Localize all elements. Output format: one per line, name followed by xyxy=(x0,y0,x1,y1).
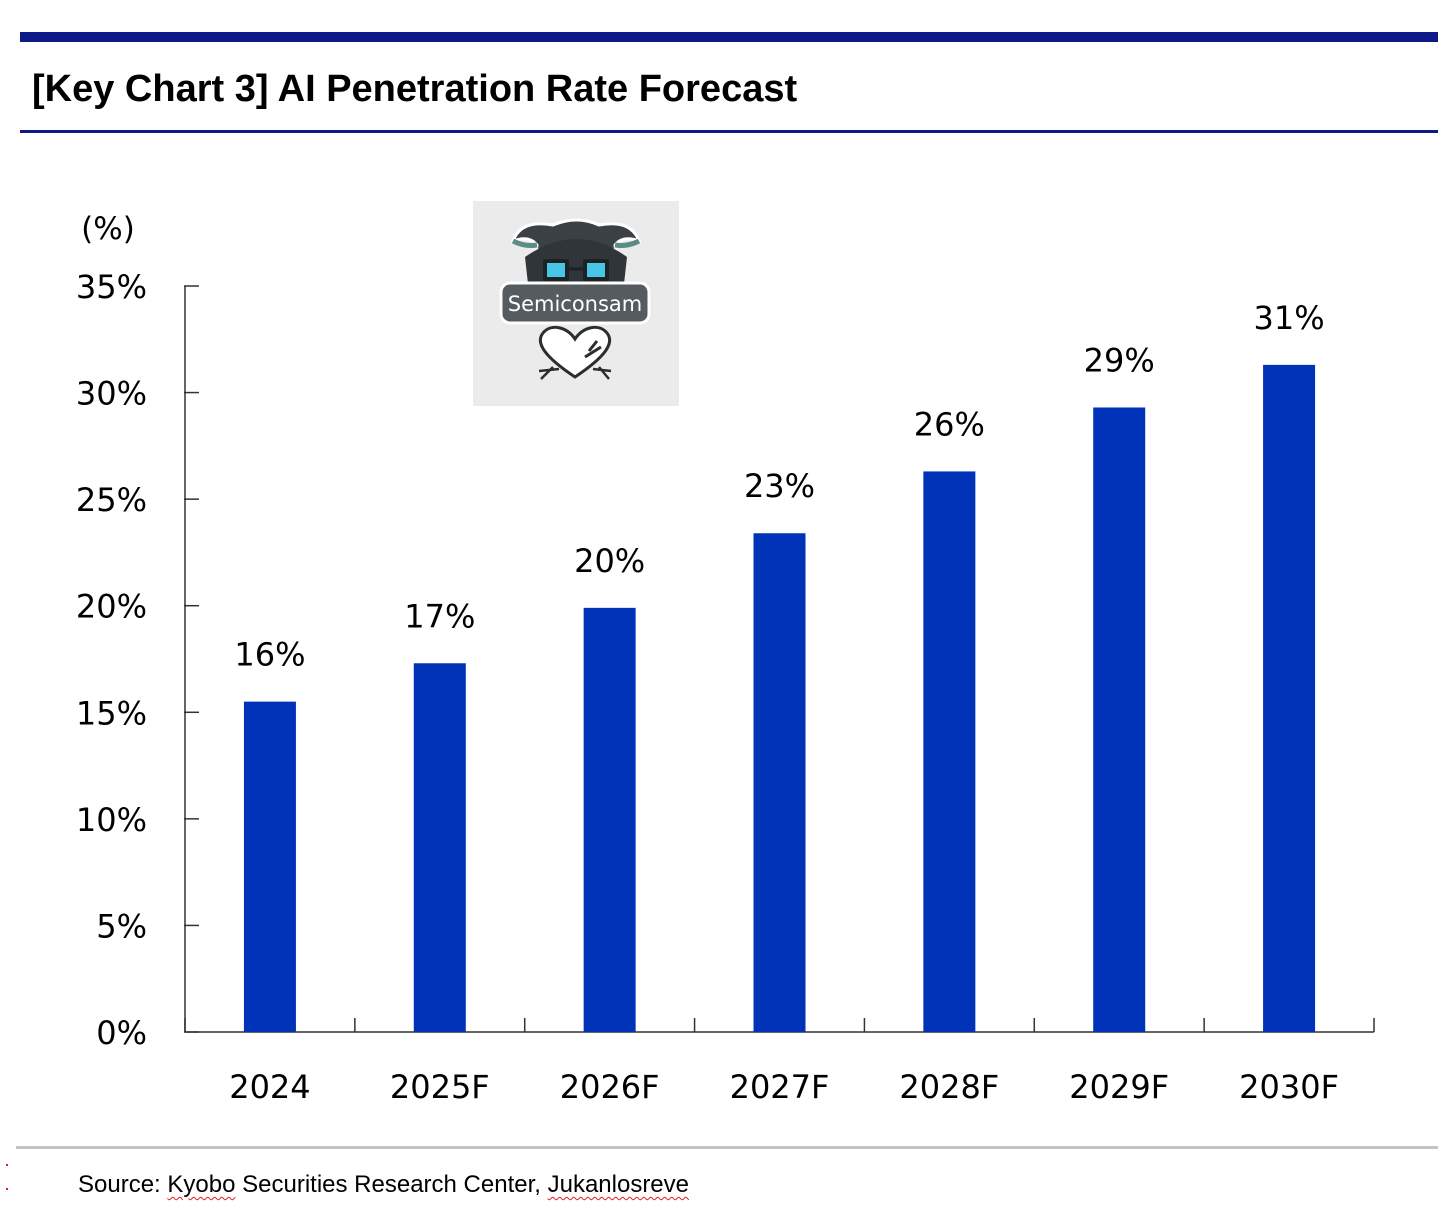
data-label: 23% xyxy=(744,467,815,505)
source-prefix: Source: xyxy=(78,1171,168,1198)
data-label: 29% xyxy=(1084,341,1155,379)
y-tick-label: 25% xyxy=(76,481,147,519)
data-label: 20% xyxy=(574,542,645,580)
x-tick-label: 2026F xyxy=(560,1068,660,1106)
y-axis-label: (%) xyxy=(81,211,135,247)
mascot-icon: Semiconsam xyxy=(499,218,651,380)
bottom-rule xyxy=(16,1146,1438,1149)
x-tick-label: 2024 xyxy=(229,1068,310,1106)
y-tick-label: 10% xyxy=(76,801,147,839)
bar xyxy=(753,533,806,1032)
bar xyxy=(923,471,976,1032)
x-tick-label: 2028F xyxy=(899,1068,999,1106)
chart-labels: 0% 5% 10% 15% 20% 25% 30% 35% 16% 2024 17% 2025F 20%… xyxy=(76,268,1339,1106)
edge-mark xyxy=(6,1188,8,1190)
bar xyxy=(583,607,636,1032)
source-name: Kyobo xyxy=(167,1171,236,1198)
source-middle: Securities Research Center, xyxy=(235,1171,548,1198)
y-tick-label: 5% xyxy=(96,907,147,945)
bar xyxy=(243,701,296,1032)
bar xyxy=(1263,364,1316,1032)
data-label: 26% xyxy=(914,405,985,443)
source-note: Source: Kyobo Securities Research Center… xyxy=(78,1171,689,1199)
y-tick-label: 35% xyxy=(76,268,147,306)
source-author: Jukanlosreve xyxy=(547,1171,690,1198)
y-tick-label: 30% xyxy=(76,375,147,413)
bar xyxy=(1093,407,1146,1032)
data-label: 16% xyxy=(234,636,305,674)
y-tick-label: 15% xyxy=(76,694,147,732)
y-tick-label: 20% xyxy=(76,588,147,626)
data-label: 17% xyxy=(404,597,475,635)
chart-bars xyxy=(243,364,1316,1032)
watermark-label: Semiconsam xyxy=(508,292,643,316)
title-rule xyxy=(20,130,1438,133)
watermark-logo: Semiconsam xyxy=(473,201,679,406)
x-tick-label: 2029F xyxy=(1069,1068,1169,1106)
x-tick-label: 2030F xyxy=(1239,1068,1339,1106)
x-tick-label: 2025F xyxy=(390,1068,490,1106)
y-tick-label: 0% xyxy=(96,1014,147,1052)
top-rule xyxy=(20,32,1438,42)
data-label: 31% xyxy=(1254,299,1325,337)
x-tick-label: 2027F xyxy=(730,1068,830,1106)
edge-mark xyxy=(6,1164,8,1166)
page-title: [Key Chart 3] AI Penetration Rate Foreca… xyxy=(32,68,798,110)
bar xyxy=(413,663,466,1032)
